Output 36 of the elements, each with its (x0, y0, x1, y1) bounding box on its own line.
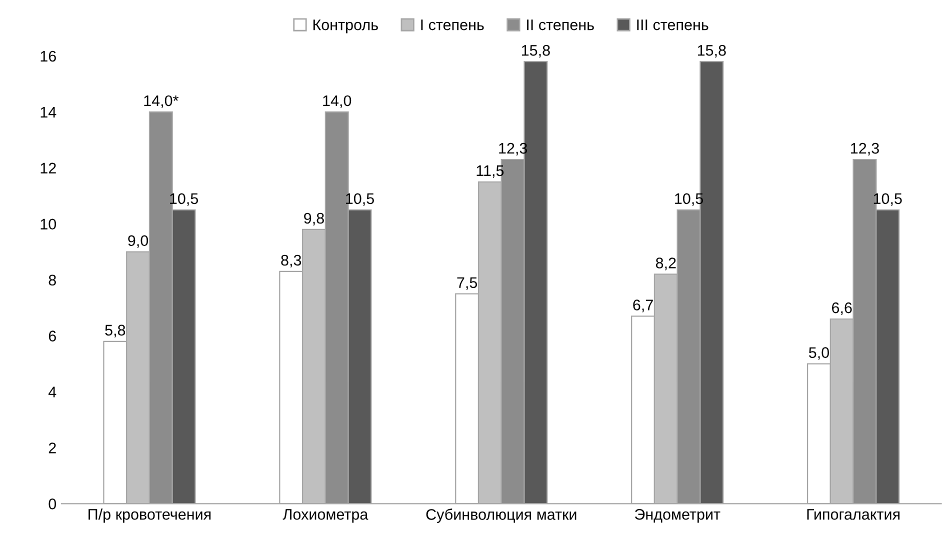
y-tick-label: 0 (48, 498, 56, 510)
y-tick-label: 10 (40, 218, 56, 230)
data-label: 15,8 (522, 44, 550, 58)
y-tick-label: 14 (40, 106, 56, 118)
y-tick-label: 12 (40, 162, 56, 174)
x-tick-label: Лохиометра (282, 509, 368, 523)
y-tick-label: 6 (48, 330, 56, 342)
legend-label: Контроль (313, 20, 378, 34)
data-label: 5,8 (105, 324, 126, 338)
legend-label: II степень (527, 20, 594, 30)
data-label: 9,8 (304, 212, 324, 226)
y-tick-label: 4 (48, 386, 56, 398)
data-label: 10,5 (874, 193, 902, 206)
x-tick-label: П/р кровотечения (88, 508, 211, 523)
data-label: 15,8 (698, 44, 726, 58)
x-tick-label: Субинволюция матки (426, 508, 576, 523)
data-label: 6,6 (832, 302, 852, 316)
y-tick-label: 2 (48, 442, 56, 454)
legend-label: I степень (421, 20, 484, 30)
data-label: 10,5 (170, 193, 198, 206)
legend-label: III степень (637, 20, 708, 30)
data-label: 8,3 (281, 254, 302, 268)
x-tick-label: Гипогалактия (807, 509, 900, 520)
data-label: 12,3 (851, 142, 879, 156)
data-label: 10,5 (346, 193, 374, 206)
data-label: 6,7 (633, 300, 653, 312)
y-tick-label: 16 (40, 50, 56, 62)
y-tick-label: 8 (48, 274, 56, 286)
data-label: 5,0 (808, 347, 830, 360)
data-label: 14,0* (144, 95, 179, 108)
data-label: 7,5 (457, 277, 478, 290)
data-label: 14,0 (323, 95, 352, 108)
data-label: 9,0 (128, 235, 148, 248)
data-label: 8,2 (656, 258, 676, 270)
x-tick-label: Эндометрит (634, 508, 720, 523)
data-label: 11,5 (476, 165, 504, 178)
